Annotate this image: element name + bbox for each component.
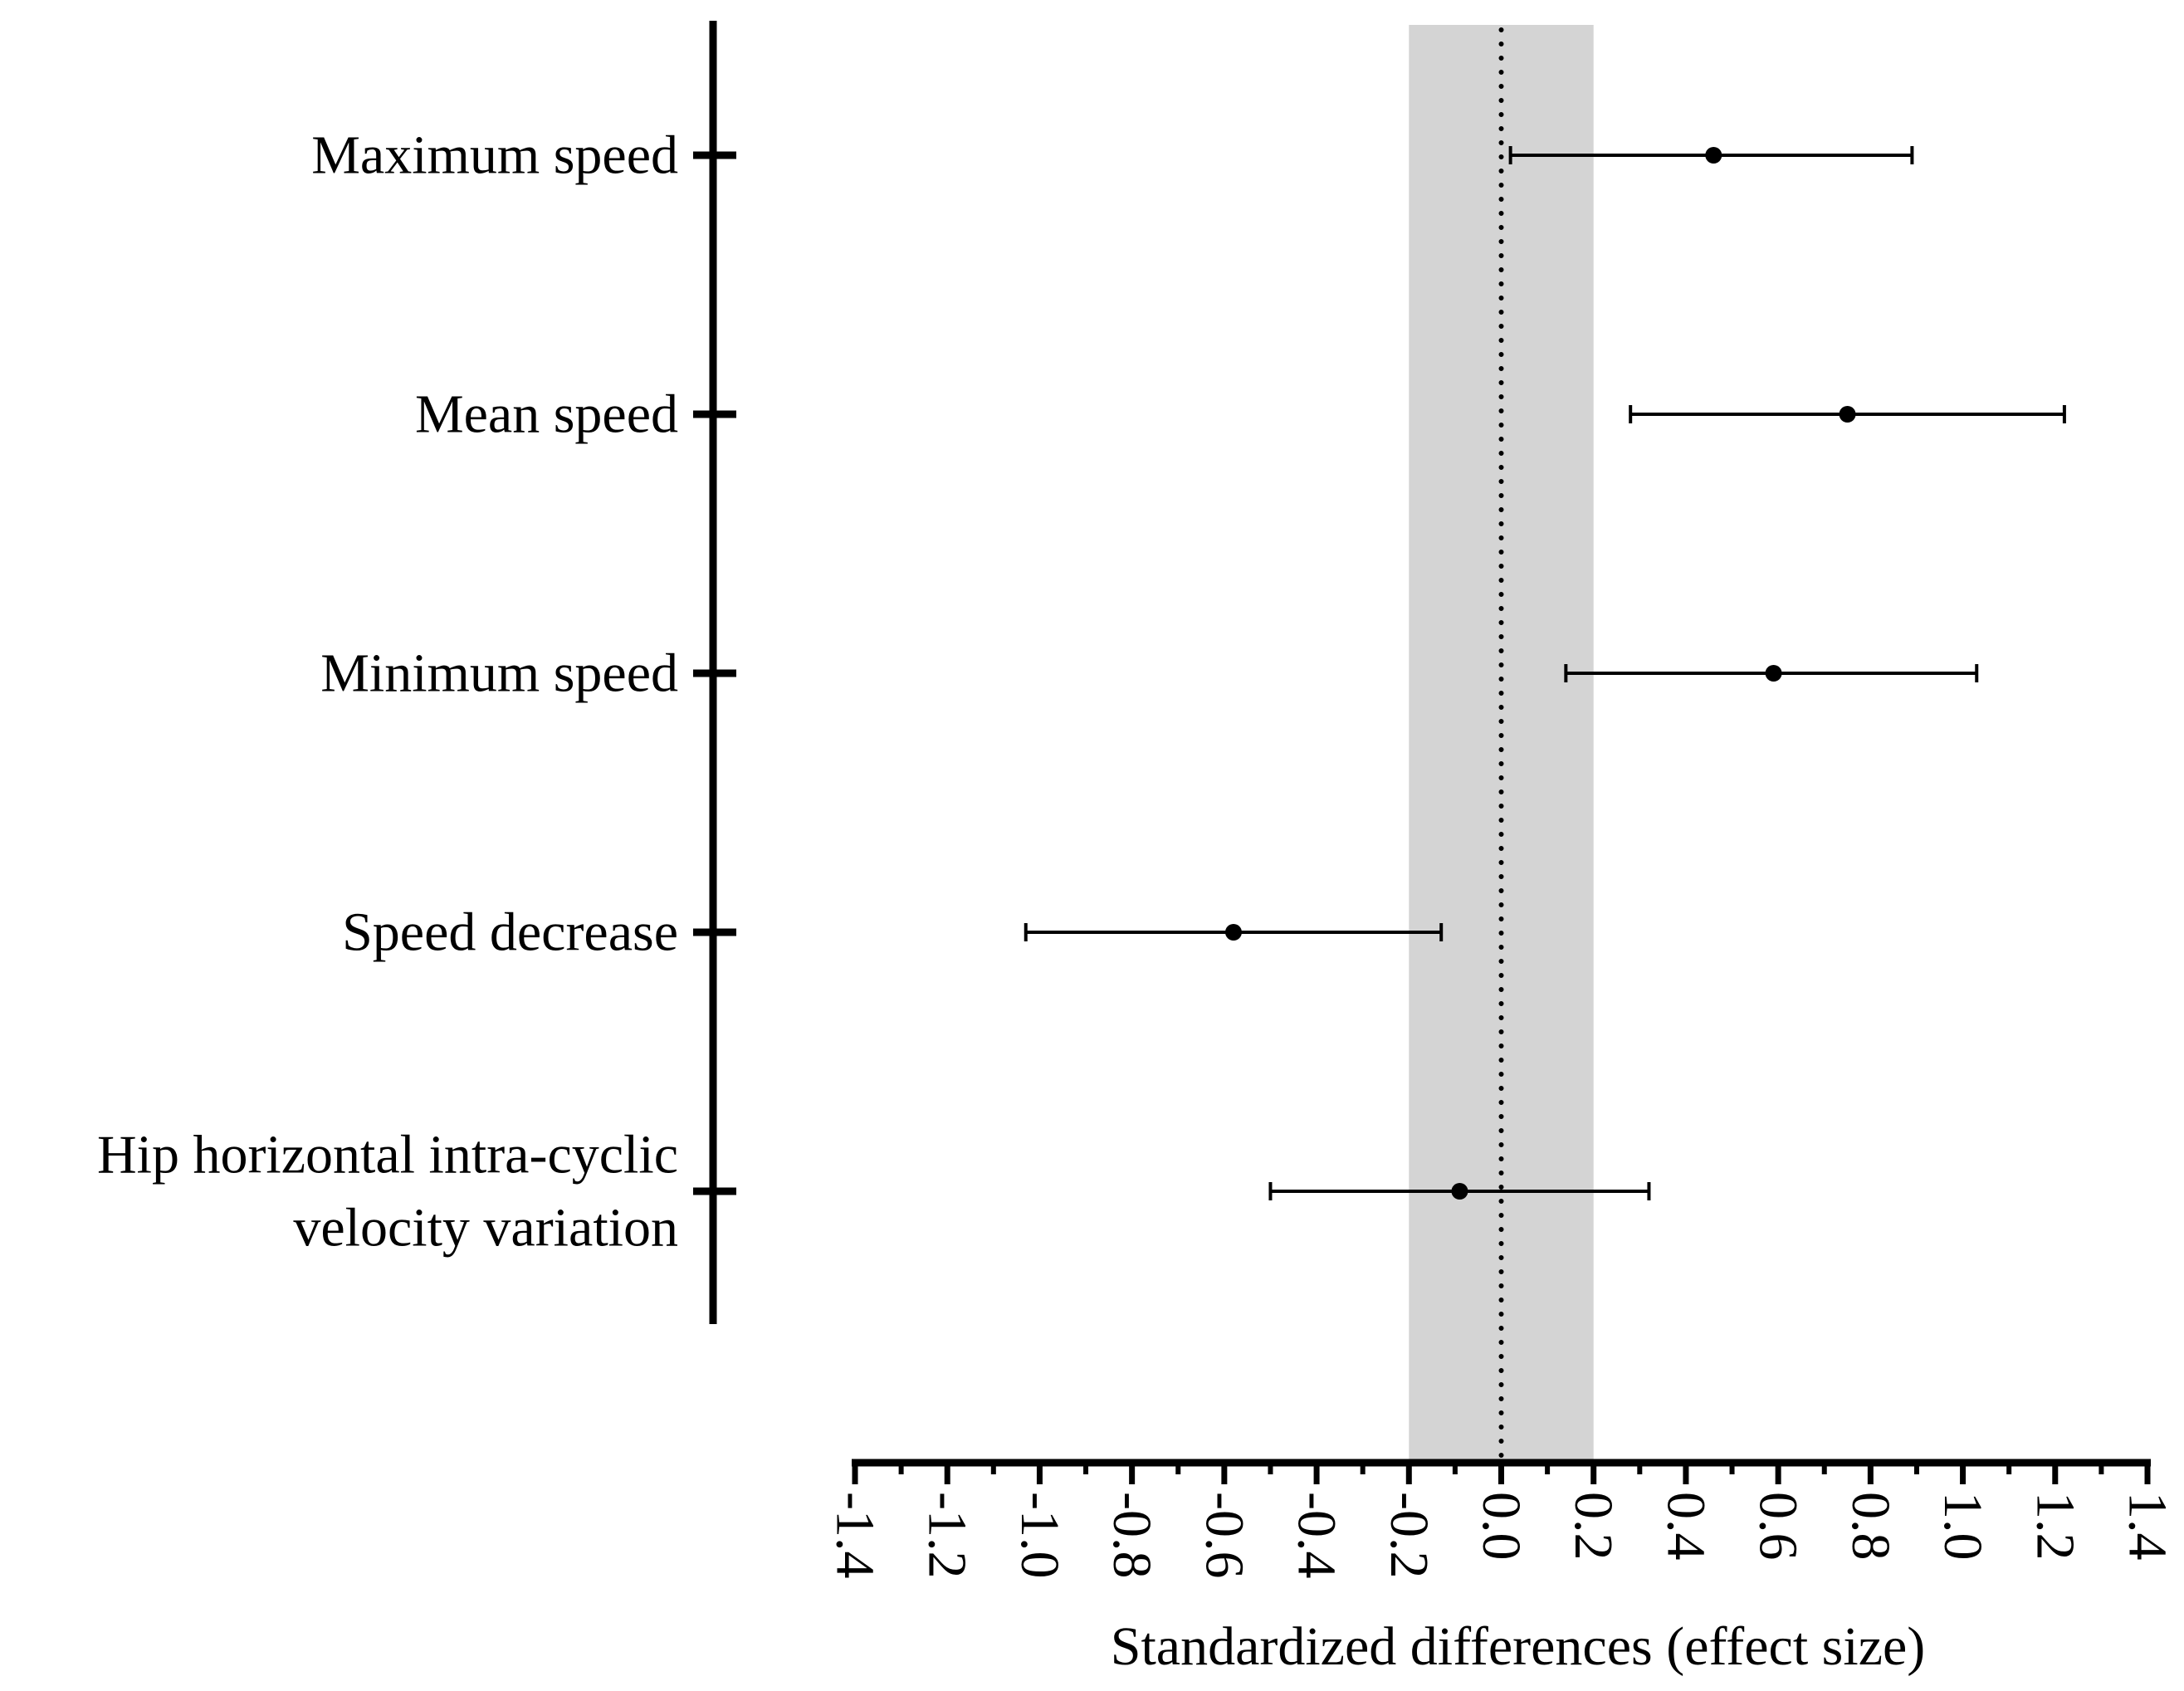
x-tick-label: -1.4 <box>825 1492 886 1578</box>
x-tick-label: -0.6 <box>1194 1492 1254 1578</box>
estimate-point <box>1839 406 1856 423</box>
x-tick-label: 0.4 <box>1655 1492 1716 1561</box>
estimate-point <box>1765 665 1782 682</box>
category-label: velocity variation <box>293 1198 678 1258</box>
x-tick-label: 0.0 <box>1471 1492 1532 1561</box>
estimate-point <box>1224 924 1242 941</box>
category-labels: Maximum speed Mean speed Minimum speed Spee… <box>97 125 678 1258</box>
category-label: Maximum speed <box>311 125 678 186</box>
category-label: Hip horizontal intra-cyclic <box>97 1125 678 1185</box>
x-tick-label: -1.2 <box>917 1492 978 1578</box>
x-tick-label: 1.0 <box>1932 1492 1993 1561</box>
category-label: Minimum speed <box>320 643 678 704</box>
x-tick-label: 0.8 <box>1840 1492 1901 1561</box>
x-tick-label: 1.2 <box>2025 1492 2085 1561</box>
x-axis-tick-labels: -1.4 -1.2 -1.0 -0.8 -0.6 -0.4 -0.2 0.0 0.2 0.4 0.6… <box>825 1492 2178 1578</box>
estimate-point <box>1705 147 1722 164</box>
x-tick-label: -0.4 <box>1287 1492 1347 1578</box>
category-label: Mean speed <box>415 384 678 445</box>
x-tick-label: -0.2 <box>1379 1492 1439 1578</box>
x-tick-label: 1.4 <box>2118 1492 2178 1561</box>
x-axis-ticks <box>852 1463 2151 1484</box>
x-tick-label: -1.0 <box>1009 1492 1070 1578</box>
trivial-effect-region <box>1409 25 1594 1463</box>
x-tick-label: 0.2 <box>1563 1492 1624 1561</box>
category-label: Speed decrease <box>342 902 678 963</box>
effect-estimates <box>1224 147 1856 1200</box>
y-axis-ticks <box>693 151 736 1195</box>
x-axis-title: Standardized differences (effect size) <box>1111 1616 1926 1677</box>
x-tick-label: 0.6 <box>1748 1492 1809 1561</box>
estimate-point <box>1451 1183 1468 1200</box>
x-tick-label: -0.8 <box>1102 1492 1162 1578</box>
